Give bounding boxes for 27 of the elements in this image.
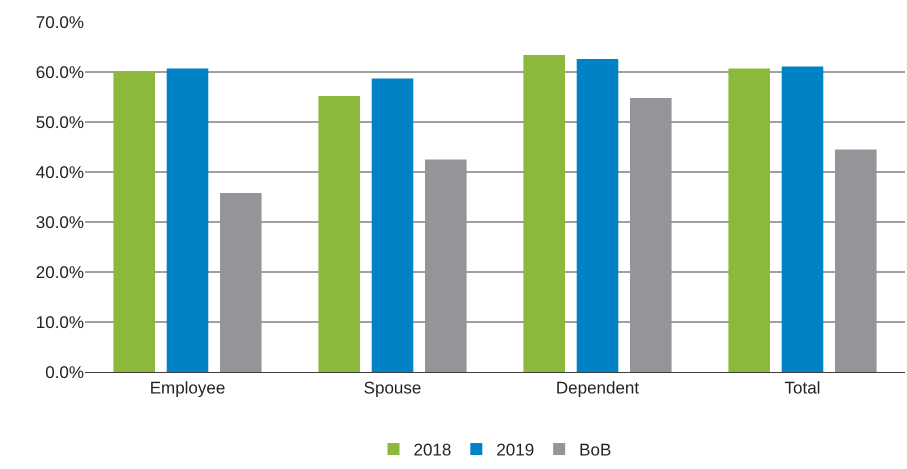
y-tick-label: 40.0% (36, 162, 84, 182)
bar (372, 78, 414, 372)
y-tick-label: 10.0% (36, 312, 84, 332)
bar (425, 160, 467, 372)
x-tick-label: Total (784, 378, 820, 398)
bar (782, 66, 824, 372)
y-tick-label: 20.0% (36, 262, 84, 282)
x-tick-label: Employee (150, 378, 226, 398)
y-tick-label: 50.0% (36, 112, 84, 132)
x-tick-label: Dependent (556, 378, 640, 398)
bar (166, 68, 208, 372)
bar (220, 193, 262, 372)
legend-label: BoB (579, 440, 612, 460)
bar (113, 71, 155, 372)
y-tick-label: 30.0% (36, 212, 84, 232)
bar (728, 68, 770, 372)
bar (835, 150, 877, 372)
legend-label: 2018 (414, 440, 452, 460)
bar (318, 96, 360, 372)
y-tick-label: 70.0% (36, 12, 84, 32)
bar (523, 55, 565, 372)
bar (630, 98, 672, 372)
y-tick-label: 60.0% (36, 62, 84, 82)
y-tick-label: 0.0% (45, 362, 84, 382)
legend-label: 2019 (496, 440, 534, 460)
x-tick-label: Spouse (364, 378, 422, 398)
bar (576, 59, 618, 372)
